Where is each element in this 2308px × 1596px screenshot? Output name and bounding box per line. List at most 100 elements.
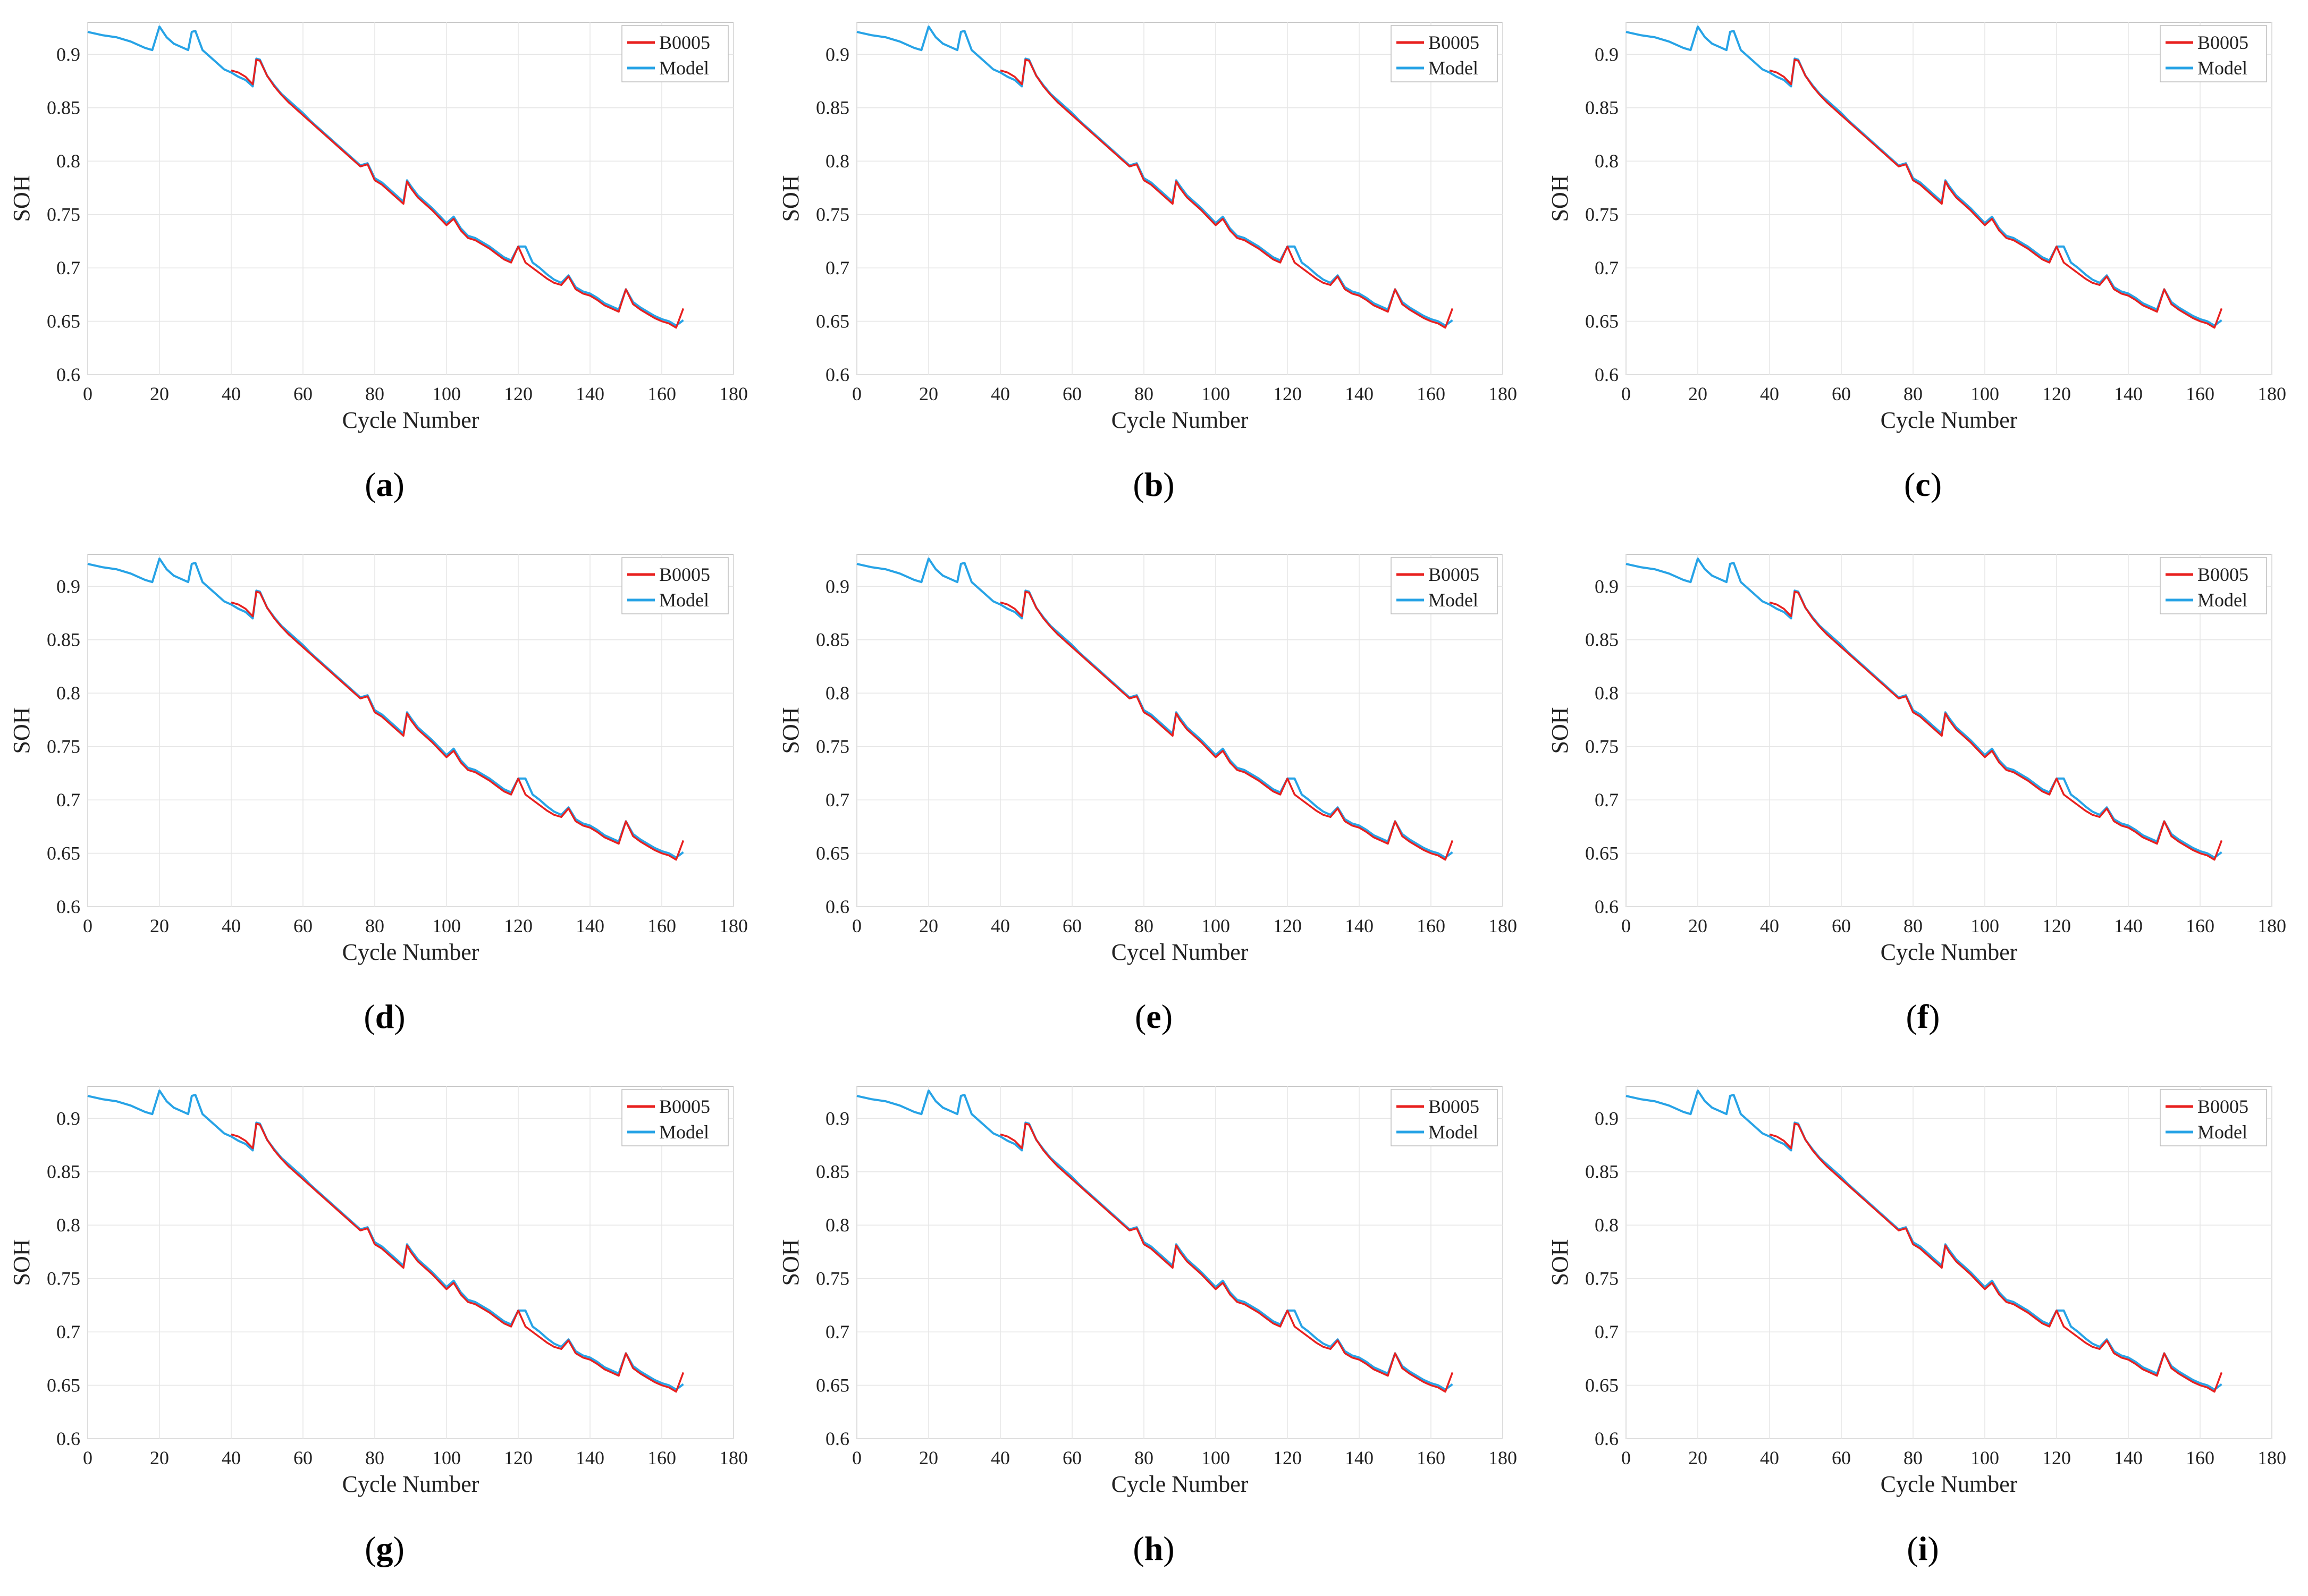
y-tick-label: 0.6	[826, 1428, 849, 1449]
y-tick-label: 0.85	[47, 97, 80, 119]
y-axis-label: SOH	[1547, 175, 1573, 222]
y-tick-label: 0.7	[1595, 1321, 1619, 1342]
legend-label: B0005	[1428, 1096, 1479, 1117]
x-tick-label: 100	[1970, 1447, 1999, 1468]
y-tick-label: 0.6	[56, 1428, 80, 1449]
y-tick-label: 0.8	[826, 150, 849, 172]
x-tick-label: 120	[504, 1447, 533, 1468]
y-tick-label: 0.75	[1585, 1268, 1619, 1289]
y-tick-label: 0.8	[1595, 682, 1619, 704]
series-line-b0005	[1769, 58, 2223, 329]
x-tick-label: 180	[1488, 383, 1517, 404]
y-tick-label: 0.7	[56, 789, 80, 810]
series-line-b0005	[1769, 590, 2223, 861]
y-axis-label: SOH	[9, 707, 35, 754]
y-tick-label: 0.6	[1595, 364, 1619, 385]
chart-panel-a: 0 20 40 60 80 100 120 140 160 180 0.6 0.65 0.7 0.75 0.…	[0, 0, 769, 532]
panel-caption: (h)	[1133, 1530, 1175, 1567]
y-tick-label: 0.85	[47, 1161, 80, 1183]
series-line-model	[87, 26, 684, 327]
series-line-model	[1625, 26, 2222, 327]
x-tick-label: 0	[1621, 383, 1631, 404]
y-tick-label: 0.8	[56, 1214, 80, 1236]
x-tick-label: 0	[83, 915, 92, 936]
y-tick-label: 0.65	[47, 843, 80, 864]
x-tick-label: 20	[919, 1447, 938, 1468]
series-line-b0005	[231, 590, 685, 861]
y-tick-label: 0.85	[1585, 97, 1619, 119]
y-axis-label: SOH	[1547, 707, 1573, 754]
x-tick-label: 40	[1760, 915, 1779, 936]
legend-box	[621, 557, 729, 614]
series-line-b0005	[1769, 1122, 2223, 1393]
y-tick-label: 0.65	[816, 843, 849, 864]
y-tick-label: 0.65	[47, 1375, 80, 1396]
x-tick-label: 60	[293, 915, 313, 936]
x-tick-label: 0	[83, 383, 92, 404]
y-tick-label: 0.7	[1595, 789, 1619, 810]
x-tick-label: 180	[1488, 1447, 1517, 1468]
x-tick-label: 40	[1760, 383, 1779, 404]
legend-label: Model	[659, 589, 709, 611]
x-tick-label: 20	[150, 383, 169, 404]
series-line-b0005	[1000, 590, 1454, 861]
x-tick-label: 60	[1063, 915, 1082, 936]
panel-caption: (g)	[365, 1530, 405, 1567]
series-line-b0005	[231, 58, 685, 329]
y-tick-label: 0.65	[1585, 1375, 1619, 1396]
y-tick-label: 0.75	[47, 204, 80, 225]
chart-svg: 0 20 40 60 80 100 120 140 160 180 0.6 0.65 0.7 0.75 0.…	[778, 554, 1517, 965]
x-tick-label: 160	[2186, 383, 2214, 404]
y-tick-label: 0.75	[47, 736, 80, 757]
x-tick-label: 180	[719, 915, 748, 936]
y-tick-label: 0.85	[1585, 1161, 1619, 1183]
x-tick-label: 40	[1760, 1447, 1779, 1468]
legend-label: B0005	[2197, 32, 2248, 53]
x-tick-label: 80	[365, 915, 384, 936]
y-tick-label: 0.65	[47, 311, 80, 332]
x-tick-label: 0	[852, 383, 862, 404]
y-axis-label: SOH	[9, 1239, 35, 1286]
panel-caption: (f)	[1906, 998, 1940, 1035]
panel-caption-label: i	[1918, 1530, 1928, 1567]
x-tick-label: 60	[1832, 1447, 1851, 1468]
panel-caption: (e)	[1134, 998, 1173, 1035]
x-axis-label: Cycle Number	[342, 1471, 479, 1497]
y-axis-label: SOH	[778, 175, 804, 222]
y-tick-label: 0.6	[56, 896, 80, 917]
x-tick-label: 120	[504, 383, 533, 404]
x-tick-label: 100	[1970, 383, 1999, 404]
x-axis-label: Cycle Number	[1881, 1471, 2018, 1497]
x-tick-label: 60	[293, 1447, 313, 1468]
chart-panel-b: 0 20 40 60 80 100 120 140 160 180 0.6 0.65 0.7 0.75 0.…	[769, 0, 1538, 532]
legend-box	[1391, 25, 1498, 82]
legend-box	[2160, 1089, 2267, 1146]
x-tick-label: 20	[1688, 915, 1707, 936]
panel-caption: (c)	[1903, 466, 1942, 503]
panel-caption-label: h	[1144, 1530, 1164, 1567]
legend-label: B0005	[2197, 1096, 2248, 1117]
x-tick-label: 80	[1903, 383, 1923, 404]
y-tick-label: 0.65	[816, 311, 849, 332]
chart-svg: 0 20 40 60 80 100 120 140 160 180 0.6 0.65 0.7 0.75 0.…	[9, 554, 748, 965]
series-line-b0005	[1000, 58, 1454, 329]
x-tick-label: 120	[2042, 1447, 2071, 1468]
x-tick-label: 100	[1201, 915, 1230, 936]
legend-label: Model	[659, 57, 709, 79]
x-tick-label: 60	[293, 383, 313, 404]
x-tick-label: 80	[1903, 915, 1923, 936]
legend-label: Model	[1428, 1121, 1478, 1143]
y-tick-label: 0.85	[1585, 629, 1619, 651]
y-tick-label: 0.85	[816, 629, 849, 651]
legend-label: Model	[659, 1121, 709, 1143]
x-tick-label: 80	[365, 1447, 384, 1468]
y-tick-label: 0.85	[816, 97, 849, 119]
legend-label: B0005	[659, 1096, 710, 1117]
series-line-model	[1625, 1090, 2222, 1391]
y-tick-label: 0.75	[816, 736, 849, 757]
panel-caption-label: g	[376, 1530, 393, 1567]
x-tick-label: 0	[83, 1447, 92, 1468]
x-tick-label: 60	[1832, 383, 1851, 404]
panel-caption-label: d	[375, 998, 394, 1035]
